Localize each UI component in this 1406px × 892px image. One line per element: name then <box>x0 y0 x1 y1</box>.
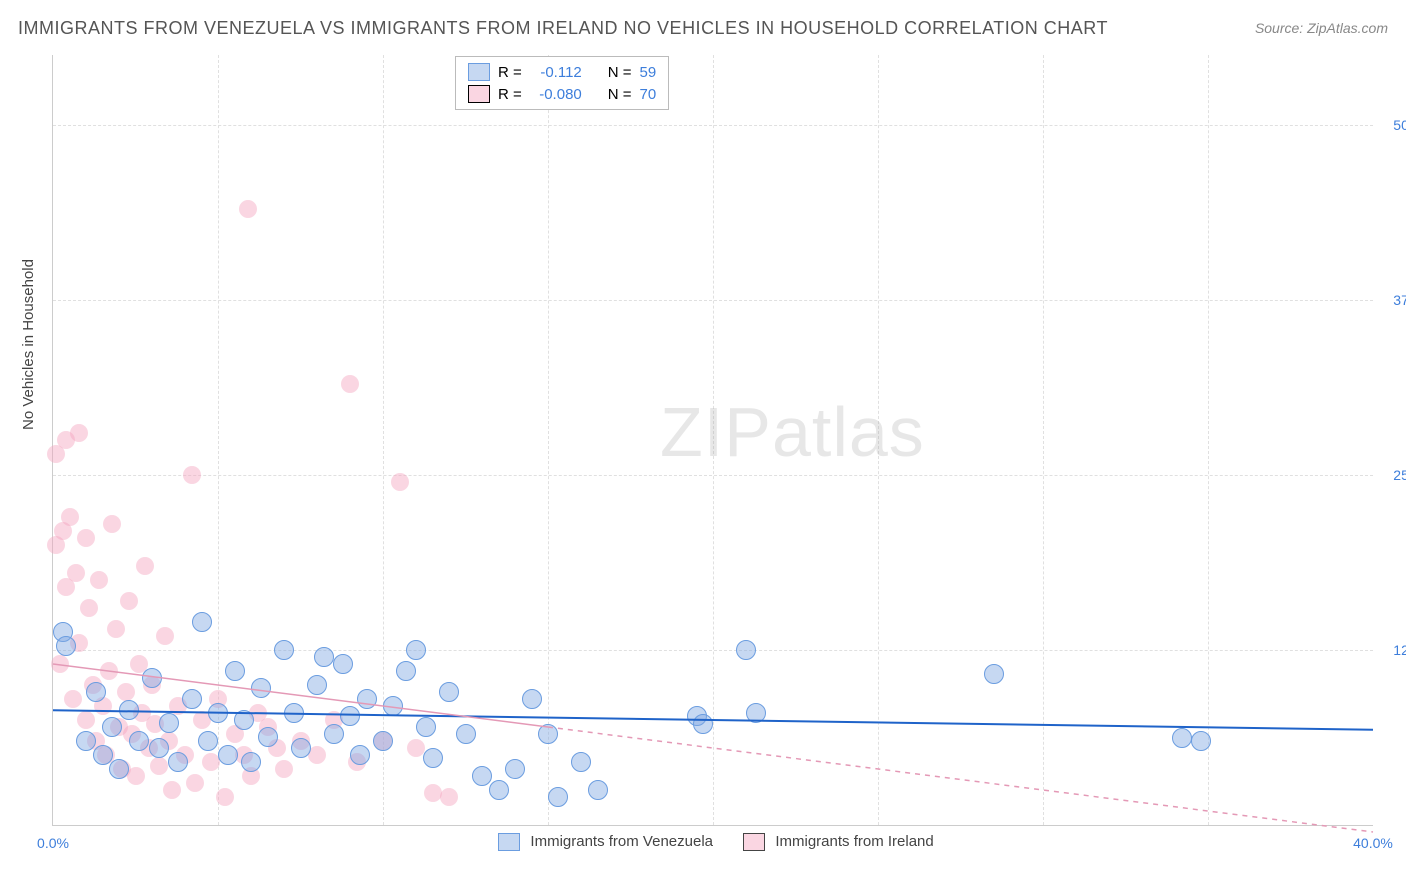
y-tick-label: 25.0% <box>1378 467 1406 483</box>
swatch-ireland <box>743 833 765 851</box>
correlation-legend: R = -0.112 N = 59 R = -0.080 N = 70 <box>455 56 669 110</box>
n-value-venezuela: 59 <box>640 64 657 81</box>
series-legend: Immigrants from Venezuela Immigrants fro… <box>0 833 1406 851</box>
n-value-ireland: 70 <box>640 86 657 103</box>
y-tick-label: 12.5% <box>1378 642 1406 658</box>
y-tick-label: 37.5% <box>1378 292 1406 308</box>
swatch-venezuela <box>468 63 490 81</box>
legend-label-ireland: Immigrants from Ireland <box>775 833 933 850</box>
legend-row-venezuela: R = -0.112 N = 59 <box>468 61 656 83</box>
chart-title: IMMIGRANTS FROM VENEZUELA VS IMMIGRANTS … <box>18 18 1108 39</box>
y-tick-label: 50.0% <box>1378 117 1406 133</box>
trend-lines <box>53 55 1373 825</box>
legend-row-ireland: R = -0.080 N = 70 <box>468 83 656 105</box>
swatch-ireland <box>468 85 490 103</box>
y-axis-label: No Vehicles in Household <box>20 259 37 430</box>
r-value-venezuela: -0.112 <box>530 64 582 81</box>
source-attribution: Source: ZipAtlas.com <box>1255 20 1388 36</box>
plot-area: ZIPatlas 12.5%25.0%37.5%50.0%0.0%40.0% <box>52 55 1373 826</box>
legend-label-venezuela: Immigrants from Venezuela <box>530 833 713 850</box>
swatch-venezuela <box>498 833 520 851</box>
r-value-ireland: -0.080 <box>530 86 582 103</box>
